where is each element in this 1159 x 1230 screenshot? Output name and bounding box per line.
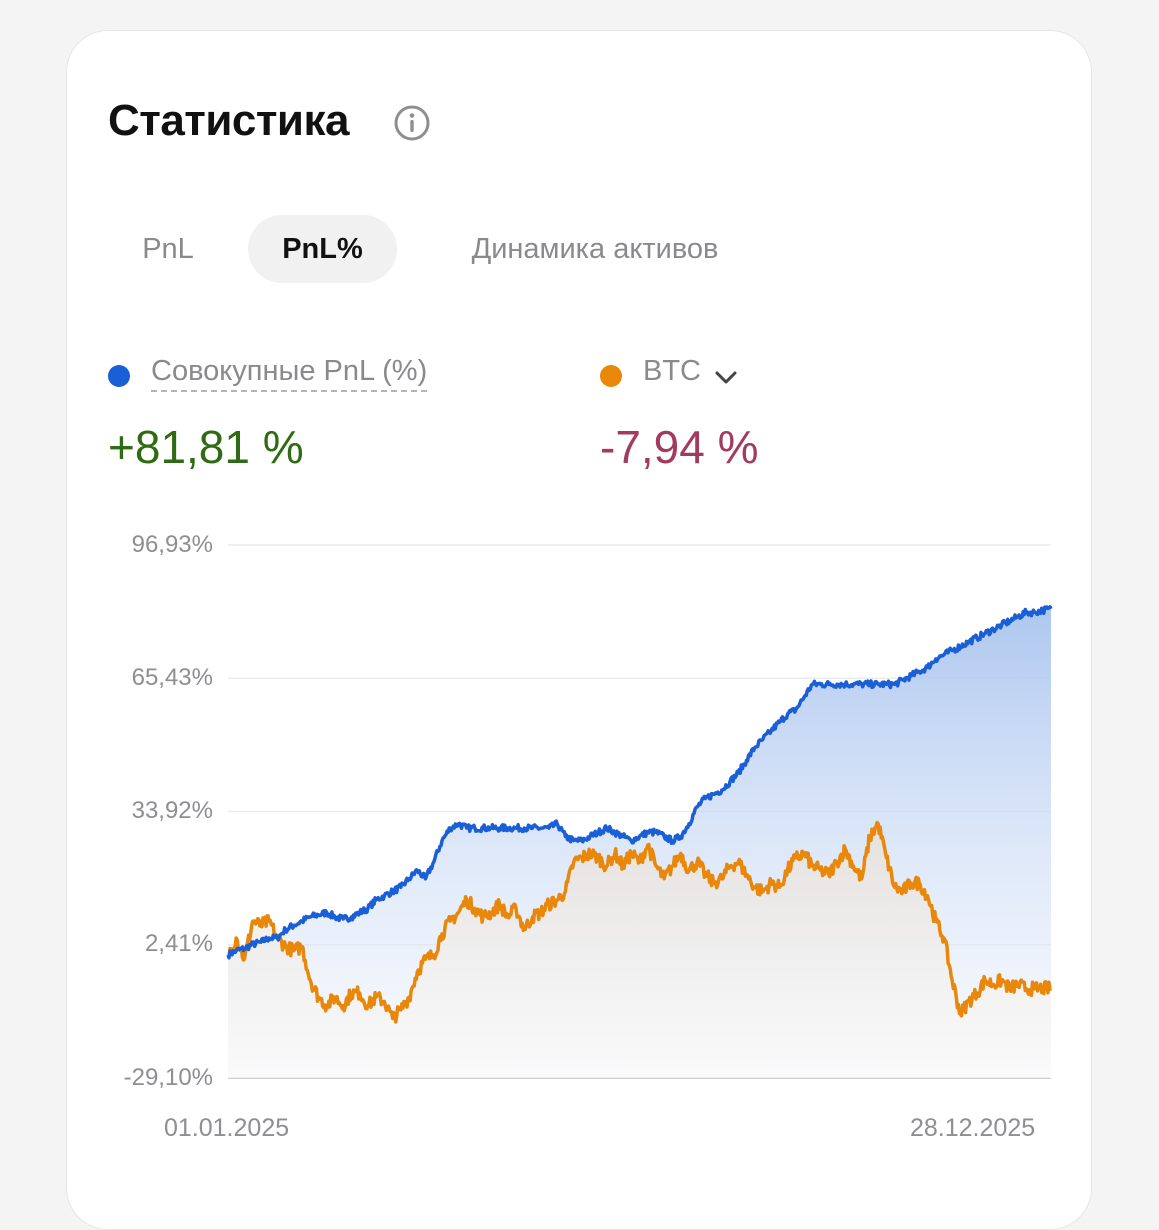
tab-pnl[interactable]: PnL — [142, 233, 194, 265]
chevron-down-icon[interactable] — [712, 363, 740, 391]
pnl-percent-chart — [226, 544, 1053, 1079]
area-fill-btc — [228, 822, 1051, 1078]
y-tick-label: 96,93% — [131, 531, 213, 558]
series-line-cumulative-pnl — [226, 605, 1053, 960]
page-title: Статистика — [108, 96, 349, 145]
series-line-btc — [226, 820, 1053, 1024]
tab-asset-dynamics[interactable]: Динамика активов — [471, 233, 719, 265]
y-tick-label: 65,43% — [131, 664, 213, 691]
y-tick-label: -29,10% — [123, 1064, 213, 1091]
legend-dot-cumulative-pnl — [108, 365, 130, 387]
cumulative-pnl-value: +81,81 % — [108, 421, 304, 473]
x-tick-label-start: 01.01.2025 — [164, 1114, 290, 1142]
y-tick-label: 2,41% — [144, 930, 213, 957]
legend-label-btc[interactable]: BTC — [643, 355, 701, 387]
x-tick-label-end: 28.12.2025 — [910, 1114, 1036, 1142]
y-tick-label: 33,92% — [131, 797, 213, 824]
legend-dot-btc — [600, 365, 622, 387]
tab-pnl-percent[interactable]: PnL% — [248, 215, 397, 283]
legend-label-cumulative-pnl[interactable]: Совокупные PnL (%) — [151, 355, 428, 392]
info-circle-icon[interactable] — [393, 104, 431, 142]
btc-value: -7,94 % — [600, 421, 759, 473]
